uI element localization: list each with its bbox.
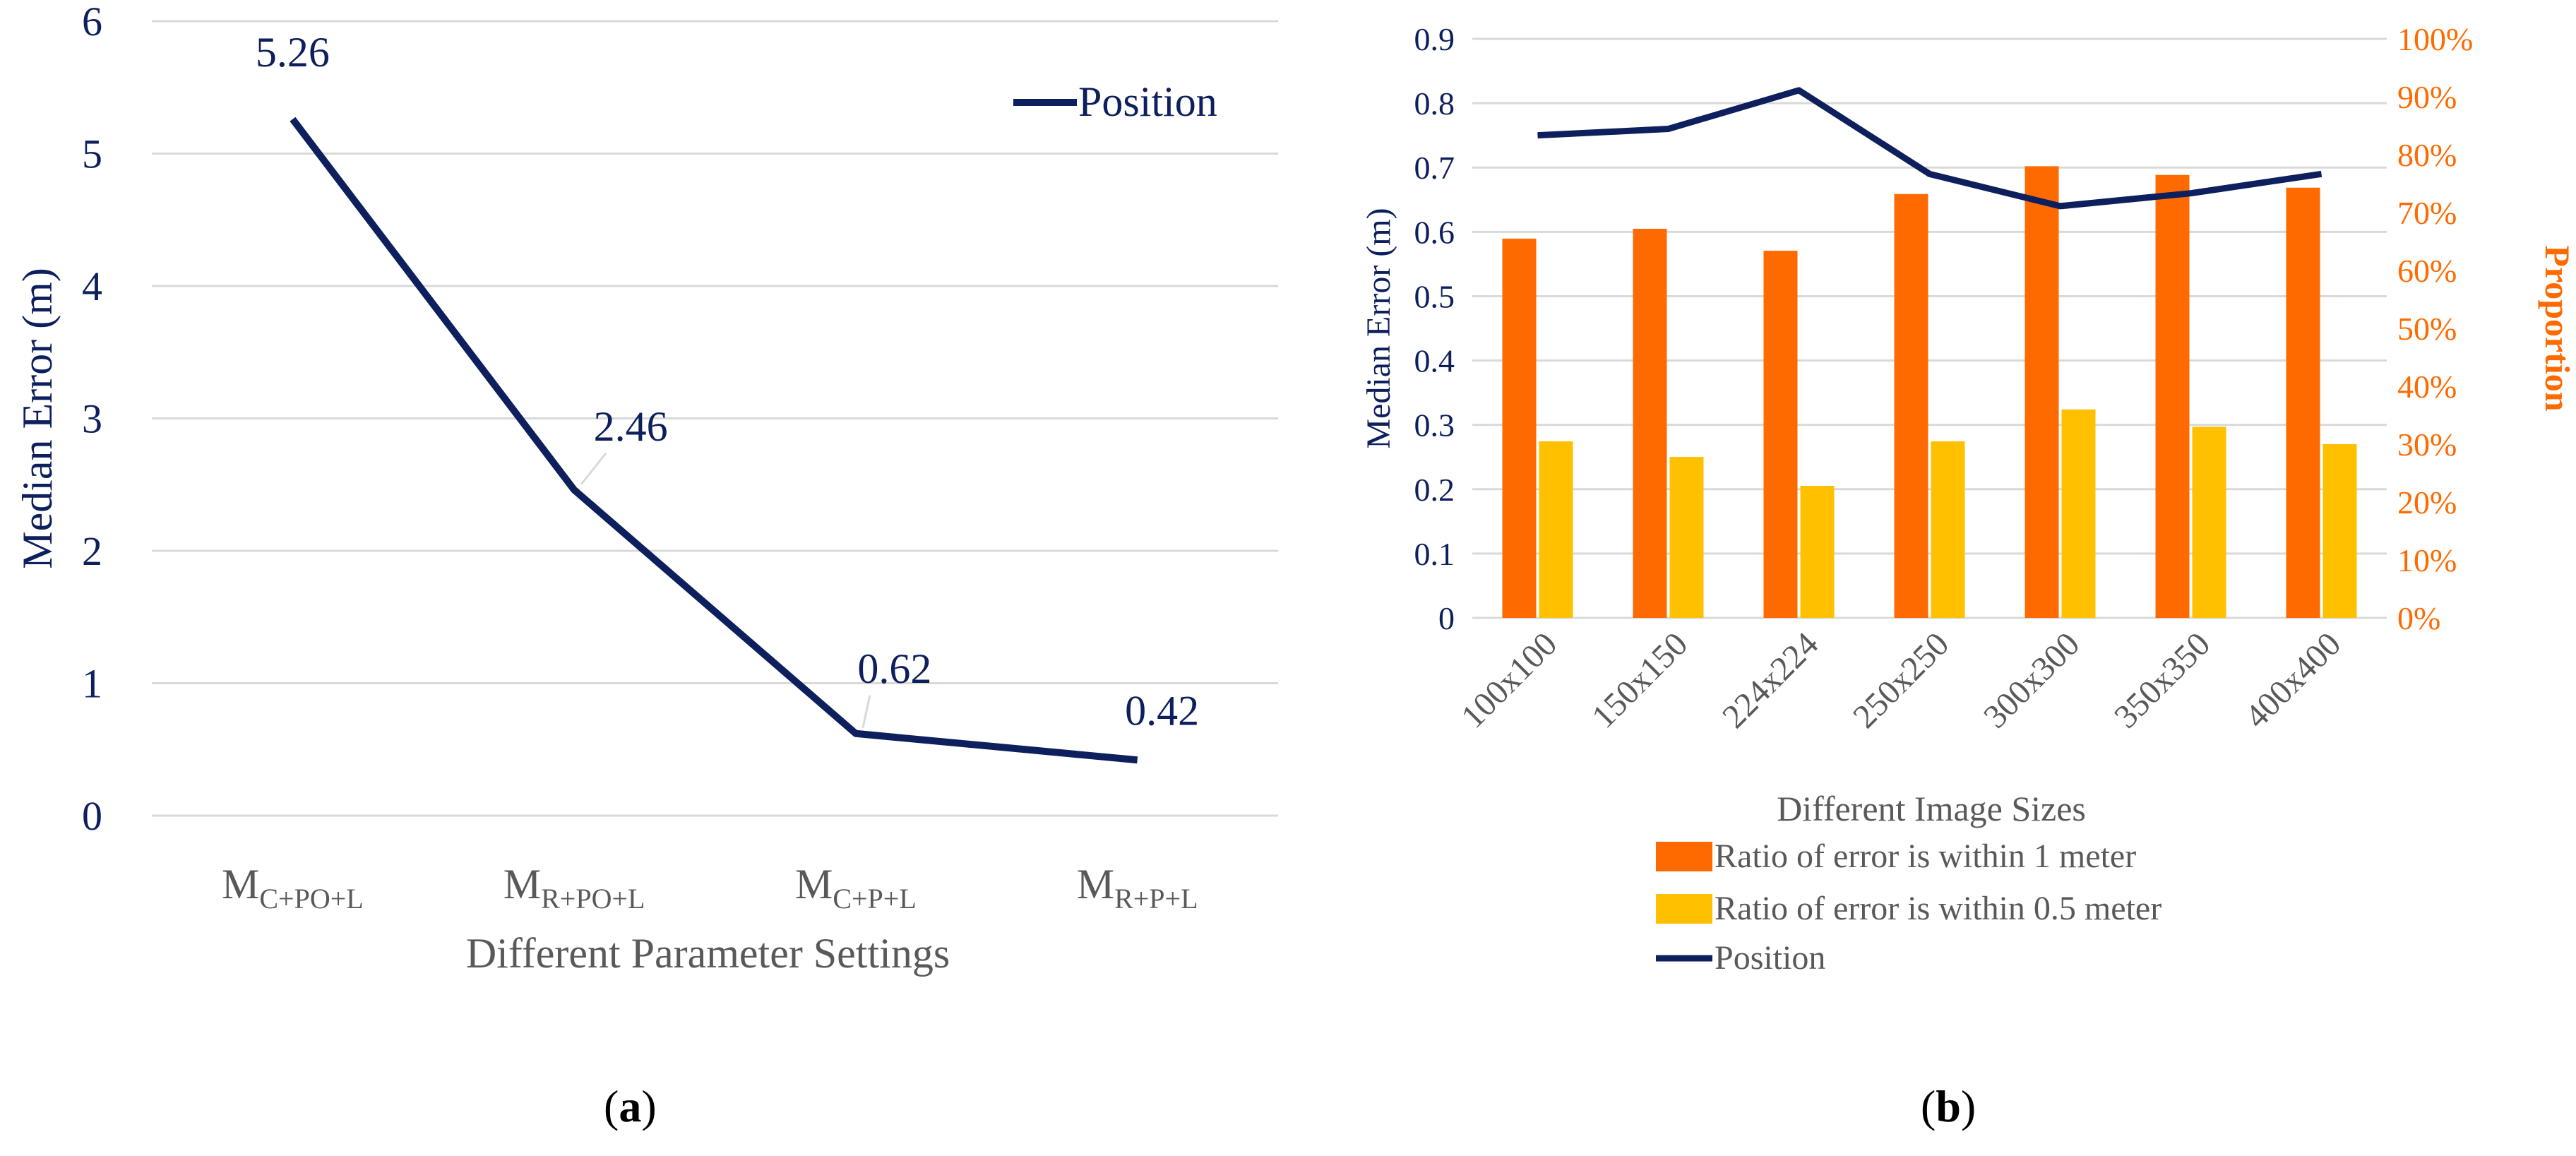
caption-b: (b) [1921, 1081, 1976, 1131]
y-right-axis-title-b: Proportion [2538, 245, 2576, 411]
data-label-a: 0.42 [1125, 687, 1199, 734]
bar-within-0-5m [1800, 486, 1835, 618]
chart-b: 0 0.1 0.2 0.3 0.4 0.5 0.6 0.7 0.8 0.9 0% 10% 20% 30% 4… [1360, 21, 2576, 977]
y-right-tick-label-b: 10% [2397, 542, 2457, 578]
x-tick-label-sub: C+PO+L [259, 883, 363, 914]
x-tick-label-base: M [503, 861, 541, 907]
y-right-tick-label-b: 40% [2397, 369, 2457, 405]
bar-within-0-5m [1539, 441, 1573, 618]
bar-within-1m [2155, 174, 2190, 618]
x-tick-label-b: 100x100 [1454, 625, 1564, 735]
legend-swatch-within-0-5m [1656, 894, 1712, 924]
y-tick-label-a: 1 [82, 661, 102, 707]
x-tick-label-b: 400x400 [2238, 625, 2348, 735]
data-label-leader-a [861, 695, 871, 729]
bar-within-0-5m [2192, 427, 2226, 618]
series-line-position-b [1537, 87, 2322, 210]
y-tick-label-a: 4 [82, 263, 102, 309]
bar-within-0-5m [1669, 457, 1704, 618]
legend-swatch-within-1m [1656, 842, 1712, 871]
y-right-tick-label-b: 90% [2397, 79, 2457, 115]
y-right-tick-label-b: 60% [2397, 253, 2457, 289]
x-tick-label-a: MR+P+L [1077, 861, 1198, 914]
y-tick-label-b: 0 [1438, 600, 1455, 636]
y-right-tick-label-b: 100% [2397, 21, 2473, 57]
bar-within-0-5m [1931, 441, 1965, 618]
y-tick-label-b: 0.6 [1414, 214, 1455, 250]
x-tick-label-b: 300x300 [1976, 625, 2087, 735]
y-tick-label-b: 0.2 [1414, 472, 1455, 508]
y-axis-title-a: Median Error (m) [14, 268, 61, 569]
data-label-a: 0.62 [857, 645, 931, 692]
y-tick-label-b: 0.4 [1414, 343, 1455, 379]
y-right-tick-label-b: 70% [2397, 195, 2457, 231]
y-axis-title-b: Median Error (m) [1360, 208, 1397, 448]
y-right-tick-label-b: 80% [2397, 137, 2457, 173]
x-tick-label-a: MR+PO+L [503, 861, 645, 914]
caption-a: (a) [604, 1081, 657, 1131]
x-tick-label-sub: C+P+L [833, 883, 916, 914]
x-axis-title-b: Different Image Sizes [1777, 789, 2086, 828]
legend-label-position-a: Position [1078, 78, 1217, 125]
y-tick-label-b: 0.8 [1414, 85, 1455, 121]
bar-within-1m [1502, 238, 1537, 618]
x-tick-label-base: M [795, 861, 833, 907]
y-tick-label-a: 3 [82, 396, 102, 442]
x-tick-label-b: 224x224 [1715, 625, 1825, 735]
y-right-tick-label-b: 30% [2397, 427, 2457, 463]
x-tick-label-sub: R+P+L [1114, 883, 1198, 914]
bar-within-1m [2286, 187, 2320, 618]
x-tick-label-sub: R+PO+L [541, 883, 645, 914]
y-tick-label-b: 0.7 [1414, 150, 1455, 186]
bar-within-0-5m [2061, 409, 2096, 618]
series-line-position-a [290, 117, 1138, 764]
legend-label-within-0-5m: Ratio of error is within 0.5 meter [1715, 890, 2161, 927]
y-right-tick-label-b: 50% [2397, 311, 2457, 347]
x-tick-label-a: MC+P+L [795, 861, 917, 914]
data-label-a: 5.26 [256, 29, 330, 76]
data-label-leader-a [580, 452, 607, 485]
y-tick-label-b: 0.1 [1414, 536, 1455, 572]
legend-label-within-1m: Ratio of error is within 1 meter [1715, 838, 2136, 875]
y-tick-label-a: 5 [82, 131, 102, 177]
y-tick-label-a: 2 [82, 528, 102, 574]
data-label-a: 2.46 [594, 403, 668, 450]
y-tick-label-b: 0.5 [1414, 278, 1455, 314]
x-tick-label-base: M [1077, 861, 1114, 907]
bar-within-0-5m [2322, 444, 2357, 618]
bar-within-1m [2025, 166, 2059, 618]
y-right-tick-label-b: 20% [2397, 484, 2457, 520]
bar-within-1m [1633, 228, 1667, 619]
x-tick-label-b: 250x250 [1846, 625, 1956, 735]
y-tick-label-a: 0 [82, 793, 102, 839]
x-axis-title-a: Different Parameter Settings [466, 930, 950, 977]
x-tick-label-base: M [222, 861, 259, 907]
x-tick-label-a: MC+PO+L [222, 861, 364, 914]
x-tick-label-b: 350x350 [2107, 625, 2217, 735]
y-tick-label-a: 6 [82, 0, 102, 44]
y-tick-label-b: 0.9 [1414, 21, 1455, 57]
bar-within-1m [1763, 251, 1798, 618]
y-right-tick-label-b: 0% [2397, 600, 2440, 636]
y-tick-label-b: 0.3 [1414, 407, 1455, 443]
x-tick-label-b: 150x150 [1585, 625, 1695, 735]
bar-within-1m [1894, 193, 1928, 618]
legend-label-position-b: Position [1715, 939, 1825, 977]
